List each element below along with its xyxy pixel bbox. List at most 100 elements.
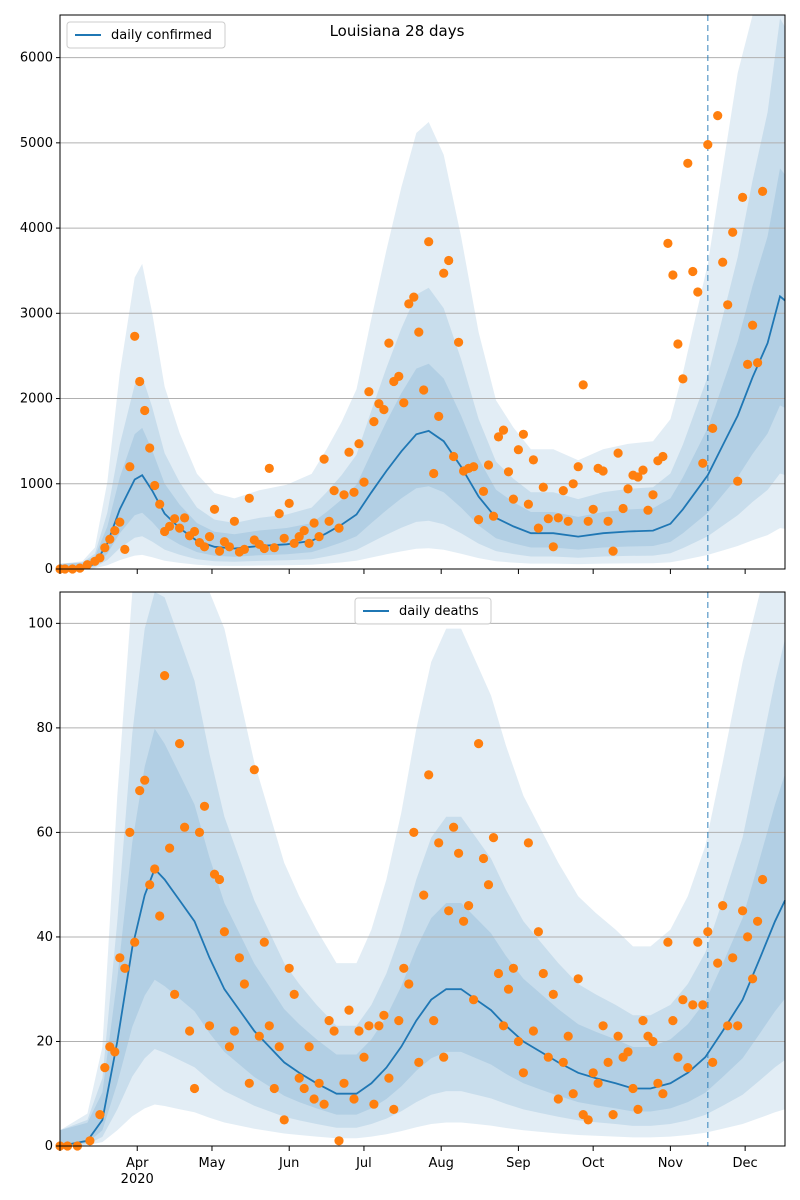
data-point bbox=[548, 989, 558, 1000]
data-point bbox=[344, 1005, 354, 1015]
data-point bbox=[389, 1104, 399, 1114]
data-point bbox=[474, 515, 484, 525]
data-point bbox=[369, 417, 379, 427]
data-point bbox=[424, 770, 434, 780]
data-point bbox=[623, 484, 633, 494]
data-point bbox=[264, 1021, 274, 1031]
data-point bbox=[753, 916, 763, 926]
data-point bbox=[254, 1031, 264, 1041]
data-point bbox=[269, 1083, 279, 1094]
data-point bbox=[334, 523, 344, 533]
data-point bbox=[130, 937, 140, 947]
x-tick-label: Oct bbox=[582, 1156, 604, 1171]
data-point bbox=[553, 513, 563, 523]
data-point bbox=[404, 299, 414, 309]
data-point bbox=[728, 953, 738, 963]
data-point bbox=[623, 1047, 633, 1057]
data-point bbox=[319, 1099, 329, 1109]
data-point bbox=[150, 864, 160, 874]
legend: daily confirmed bbox=[66, 21, 226, 49]
y-tick-label: 20 bbox=[36, 1034, 53, 1049]
data-point bbox=[404, 979, 414, 989]
x-tick-label: Nov bbox=[658, 1156, 684, 1171]
data-point bbox=[429, 468, 439, 479]
data-point bbox=[553, 1094, 563, 1104]
data-point bbox=[718, 257, 728, 267]
data-point bbox=[523, 499, 534, 509]
data-point bbox=[82, 560, 92, 570]
data-point bbox=[125, 827, 135, 838]
y-tick-label: 6000 bbox=[20, 51, 53, 66]
data-point bbox=[518, 429, 529, 439]
data-point bbox=[578, 380, 588, 390]
data-point bbox=[583, 1115, 593, 1125]
data-point bbox=[204, 532, 215, 542]
data-point bbox=[548, 542, 558, 552]
data-point bbox=[488, 833, 499, 843]
data-point bbox=[528, 455, 539, 465]
data-point bbox=[449, 451, 459, 462]
data-point bbox=[189, 1083, 200, 1094]
data-point bbox=[299, 1083, 309, 1094]
data-point bbox=[419, 890, 429, 900]
y-tick-label: 100 bbox=[28, 616, 53, 631]
x-tick-label: May bbox=[199, 1156, 226, 1171]
data-point bbox=[538, 968, 548, 979]
data-point bbox=[105, 534, 115, 544]
series-line-daily-confirmed bbox=[59, 294, 786, 570]
data-point bbox=[249, 765, 259, 775]
data-point bbox=[508, 963, 518, 973]
data-point bbox=[224, 542, 234, 552]
data-point bbox=[199, 542, 210, 552]
data-point bbox=[608, 1110, 618, 1120]
data-point bbox=[498, 425, 509, 435]
data-point bbox=[259, 543, 269, 554]
y-axis-ticks: 0 1000 2000 3000 4000 5000 6000 bbox=[20, 51, 60, 577]
data-point bbox=[304, 1042, 314, 1052]
data-point bbox=[165, 521, 175, 532]
data-point bbox=[414, 327, 424, 337]
data-point bbox=[95, 1110, 105, 1120]
data-point bbox=[728, 227, 738, 237]
x-tick-label: Jun bbox=[278, 1156, 299, 1171]
x-axis-ticks: Apr May Jun Jul Aug Sep Oct Nov Dec 2020 bbox=[59, 1146, 758, 1187]
data-point bbox=[713, 958, 723, 968]
uncertainty-band-2 bbox=[60, 592, 785, 1146]
data-point bbox=[314, 532, 324, 542]
data-point bbox=[175, 523, 185, 533]
data-point bbox=[429, 1016, 439, 1026]
data-point bbox=[229, 1026, 239, 1036]
data-point bbox=[170, 989, 180, 1000]
data-point bbox=[653, 1078, 663, 1088]
data-point bbox=[698, 1000, 708, 1010]
data-point bbox=[733, 1021, 743, 1031]
data-point bbox=[593, 1078, 603, 1088]
data-point bbox=[140, 405, 150, 416]
data-point bbox=[478, 853, 489, 864]
data-point bbox=[185, 1026, 195, 1036]
data-point bbox=[349, 1094, 359, 1104]
data-point bbox=[180, 822, 190, 832]
data-point bbox=[439, 1052, 449, 1062]
data-point bbox=[678, 995, 688, 1005]
data-point bbox=[683, 1063, 693, 1073]
data-point bbox=[459, 916, 469, 926]
data-point bbox=[758, 186, 768, 196]
data-point bbox=[748, 974, 758, 984]
data-point bbox=[150, 480, 160, 491]
data-point bbox=[568, 1089, 578, 1099]
data-point bbox=[493, 432, 504, 442]
data-point bbox=[538, 482, 548, 492]
data-point bbox=[334, 1136, 344, 1146]
data-point bbox=[214, 874, 225, 885]
data-point bbox=[628, 1083, 638, 1094]
data-point bbox=[115, 517, 125, 527]
data-point bbox=[583, 516, 593, 526]
data-point bbox=[279, 1115, 289, 1125]
data-point bbox=[758, 874, 768, 885]
data-point bbox=[110, 1047, 120, 1057]
data-point bbox=[518, 1068, 529, 1078]
data-point bbox=[444, 255, 454, 266]
data-point bbox=[364, 1021, 374, 1031]
data-point bbox=[563, 516, 573, 526]
